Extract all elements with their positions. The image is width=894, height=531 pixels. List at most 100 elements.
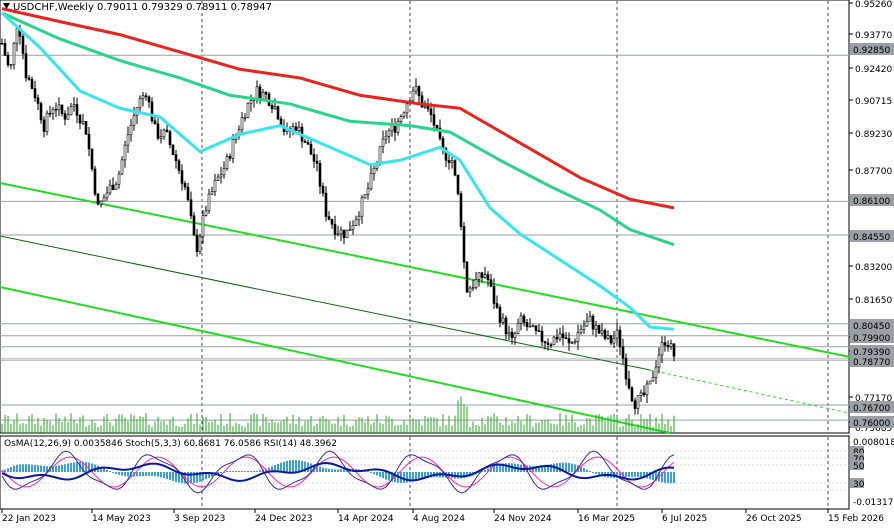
osma-bar: [1, 470, 3, 472]
candle-body: [333, 223, 337, 235]
osma-bar: [85, 462, 87, 472]
price-label: 0.81650: [855, 296, 892, 306]
candle-body: [339, 229, 343, 235]
candle-body: [231, 138, 235, 159]
osma-bar: [217, 472, 219, 475]
osma-bar: [598, 472, 600, 476]
osma-bar: [187, 472, 189, 484]
candle-body: [618, 329, 622, 348]
candle-body: [213, 179, 217, 192]
candle-body: [144, 95, 148, 98]
osma-bar: [40, 465, 42, 472]
candle-body: [447, 159, 451, 163]
time-axis: 22 Jan 2023 14 May 2023 3 Sep 2023 24 Dec 2…: [1, 509, 884, 524]
osma-bar: [409, 472, 411, 483]
osma-bar: [388, 472, 390, 481]
candle-body: [570, 342, 574, 345]
candle-body: [423, 105, 427, 108]
candle-body: [276, 106, 280, 120]
candle-body: [654, 366, 658, 378]
collapse-triangle-icon[interactable]: [3, 3, 10, 9]
candle-body: [621, 346, 625, 359]
osma-bar: [163, 472, 165, 479]
osma-bar: [625, 472, 627, 478]
candle-body: [36, 97, 40, 104]
osma-bar: [649, 472, 651, 480]
osma-bar: [619, 472, 621, 478]
osma-bar: [34, 464, 36, 472]
candle-body: [171, 144, 175, 155]
osma-bar: [286, 460, 288, 472]
candle-body: [327, 216, 331, 220]
osma-bar: [415, 472, 417, 481]
candle-body: [597, 324, 601, 334]
price-label: 0.77170: [855, 394, 892, 404]
osma-bar: [16, 465, 18, 472]
price-label: 0.75685: [855, 424, 892, 434]
price-label: 0.95260: [855, 0, 892, 10]
osma-bar: [421, 472, 423, 480]
osma-bar: [505, 463, 507, 472]
candle-body: [99, 200, 103, 205]
candle-body: [579, 329, 583, 333]
candle-body: [102, 197, 106, 202]
osma-bar: [250, 471, 252, 472]
osma-bar: [544, 465, 546, 472]
osma-bar: [652, 472, 654, 480]
candle-body: [174, 154, 178, 162]
candle-body: [468, 287, 472, 293]
time-label: 24 Dec 2023: [255, 514, 313, 524]
osma-bar: [403, 472, 405, 483]
trend-channel: [0, 182, 894, 434]
candle-body: [60, 104, 64, 114]
symbol-label: USDCHF,Weekly: [13, 2, 94, 13]
candle-body: [537, 330, 541, 332]
candle-body: [141, 95, 145, 100]
osma-bar: [37, 465, 39, 472]
candle-body: [294, 126, 298, 132]
osma-bar: [478, 472, 480, 473]
osma-bar: [637, 472, 639, 477]
candle-body: [243, 117, 247, 119]
osma-bar: [424, 472, 426, 479]
time-label: 6 Jul 2025: [662, 514, 707, 524]
candle-body: [165, 129, 169, 133]
candle-body: [270, 105, 274, 110]
candle-body: [39, 103, 43, 121]
candle-body: [372, 168, 376, 174]
price-tag: [850, 401, 894, 413]
osma-bar: [337, 469, 339, 472]
candle-body: [318, 162, 322, 187]
candle-body: [42, 119, 46, 132]
osma-bar: [628, 472, 630, 477]
candle-body: [444, 148, 448, 161]
osma-bar: [631, 472, 633, 477]
osma-bar: [601, 472, 603, 477]
osma-bar: [4, 469, 6, 472]
osma-bar: [202, 472, 204, 481]
candle-body: [336, 233, 340, 236]
time-label: 15 Feb 2026: [828, 514, 884, 524]
osma-bar: [25, 464, 27, 472]
candle-body: [399, 116, 403, 122]
time-label: 14 May 2023: [92, 514, 151, 524]
osma-bar: [331, 469, 333, 472]
osma-bar: [259, 470, 261, 472]
candle-body: [12, 42, 16, 65]
osma-bar: [307, 462, 309, 472]
osma-bar: [58, 465, 60, 472]
candle-body: [180, 170, 184, 184]
candle-body: [303, 140, 307, 143]
candle-body: [117, 173, 121, 185]
candle-body: [510, 331, 514, 338]
candle-body: [189, 199, 193, 217]
osma-bar: [562, 462, 564, 472]
osma-bar: [391, 472, 393, 482]
candle-body: [486, 274, 490, 280]
candle-body: [33, 88, 37, 99]
candle-body: [666, 345, 670, 348]
osma-bar: [583, 468, 585, 472]
osma-bar: [283, 461, 285, 472]
